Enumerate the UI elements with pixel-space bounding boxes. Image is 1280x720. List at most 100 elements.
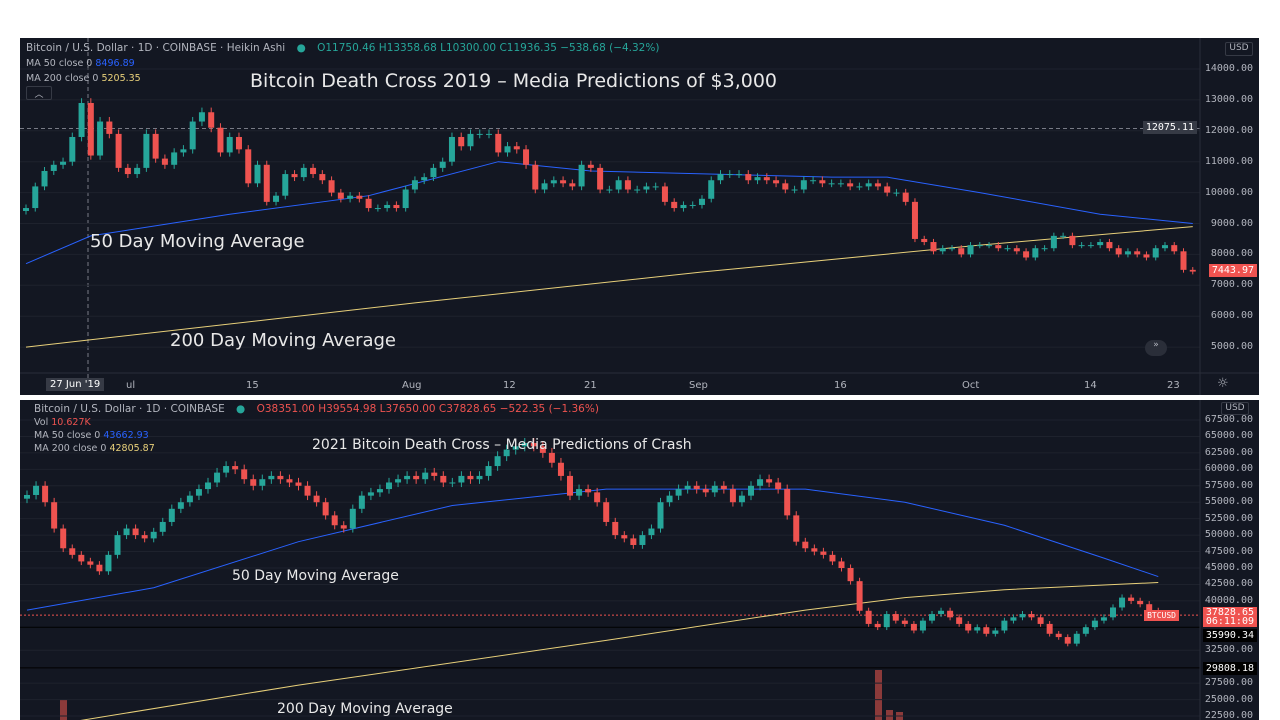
- candle: [374, 208, 381, 210]
- candle: [1134, 251, 1141, 255]
- candle: [189, 121, 196, 150]
- candle: [793, 515, 800, 542]
- candle: [1023, 251, 1030, 258]
- candle: [1161, 245, 1168, 249]
- candle: [717, 174, 724, 181]
- candle: [521, 443, 528, 447]
- ma200-annotation: 200 Day Moving Average: [277, 701, 453, 717]
- y-tick-label: 5000.00: [1210, 341, 1253, 353]
- chart-2021-plot[interactable]: [20, 400, 1259, 720]
- candle: [186, 495, 193, 503]
- y-tick-label: 22500.00: [1204, 710, 1253, 720]
- chart-title: 2021 Bitcoin Death Cross – Media Predict…: [312, 437, 692, 453]
- ma200-legend[interactable]: MA 200 close 0 42805.87: [34, 443, 155, 454]
- y-tick-label: 14000.00: [1204, 63, 1253, 74]
- chart-2019[interactable]: Bitcoin / U.S. Dollar · 1D · COINBASE · …: [20, 38, 1259, 395]
- candle: [177, 502, 184, 509]
- collapse-legend-button[interactable]: ︿: [26, 86, 52, 100]
- candle: [1087, 245, 1094, 247]
- candle: [837, 183, 844, 185]
- candle: [404, 475, 411, 480]
- candle: [597, 167, 604, 190]
- candle: [422, 472, 429, 480]
- candle: [773, 180, 780, 184]
- y-tick-label: 13000.00: [1204, 93, 1253, 105]
- candle: [974, 627, 981, 631]
- candle: [295, 482, 302, 486]
- ma200-line: [80, 581, 1159, 720]
- candle: [729, 489, 736, 503]
- bar-countdown: 06:11:09: [1205, 616, 1254, 627]
- x-tick-label: 21: [584, 380, 597, 391]
- candle: [232, 466, 239, 470]
- candle: [661, 186, 668, 202]
- candle: [938, 610, 945, 615]
- candle: [1082, 627, 1089, 634]
- x-tick-label: Oct: [962, 380, 980, 391]
- candle: [1064, 637, 1071, 644]
- candle: [939, 248, 946, 252]
- candle: [319, 174, 326, 181]
- symbol-tag: BTCUSD: [1144, 610, 1179, 621]
- y-tick-label: 11000.00: [1204, 155, 1253, 167]
- y-tick-label: 67500.00: [1204, 414, 1253, 425]
- candle: [1143, 254, 1150, 258]
- candle: [648, 528, 655, 536]
- candle: [141, 535, 148, 539]
- candle: [254, 164, 261, 184]
- crosshair-price-label: 12075.11: [1142, 121, 1197, 134]
- candle: [708, 180, 715, 199]
- settings-gear-icon[interactable]: ☼: [1217, 376, 1229, 391]
- candle: [322, 502, 329, 516]
- candle: [411, 180, 418, 190]
- candle: [395, 479, 402, 483]
- candle: [1110, 607, 1116, 618]
- candle: [263, 164, 270, 202]
- y-tick-label: 6000.00: [1210, 310, 1253, 322]
- candle: [1010, 617, 1017, 621]
- candle: [198, 112, 205, 122]
- candle: [32, 186, 39, 209]
- candle: [268, 475, 275, 480]
- y-tick-label: 42500.00: [1204, 578, 1253, 590]
- candle: [782, 183, 789, 190]
- candle: [965, 623, 972, 631]
- candle: [512, 446, 519, 450]
- candle: [893, 192, 900, 194]
- candle: [820, 551, 827, 555]
- candle: [458, 136, 465, 147]
- candle: [33, 485, 40, 495]
- candle: [282, 174, 289, 196]
- candle: [476, 133, 483, 135]
- y-tick-label: 40000.00: [1204, 594, 1253, 606]
- candle: [698, 198, 705, 205]
- candle: [657, 502, 664, 529]
- market-status-icon: ●: [296, 42, 306, 54]
- ma50-legend[interactable]: MA 50 close 0 8496.89: [26, 58, 135, 69]
- candle: [340, 525, 347, 529]
- candle: [250, 479, 257, 486]
- volume-legend[interactable]: Vol 10.627K: [34, 417, 91, 428]
- chart-2019-plot[interactable]: [20, 38, 1259, 395]
- candle: [208, 112, 215, 128]
- candle: [757, 479, 764, 486]
- candle: [78, 554, 85, 562]
- candle: [328, 180, 335, 193]
- scroll-to-realtime-button[interactable]: »: [1145, 340, 1167, 356]
- ma200-legend[interactable]: MA 200 close 0 5205.35: [26, 73, 141, 84]
- candle: [921, 238, 928, 243]
- ma50-legend[interactable]: MA 50 close 0 43662.93: [34, 430, 149, 441]
- candle: [995, 245, 1002, 249]
- last-price-label: 7443.97: [1208, 264, 1257, 277]
- candle: [214, 472, 221, 483]
- chart-2021[interactable]: Bitcoin / U.S. Dollar · 1D · COINBASE ● …: [20, 400, 1259, 720]
- y-tick-label: 45000.00: [1204, 562, 1253, 573]
- candle: [919, 620, 926, 631]
- candle: [1091, 620, 1098, 628]
- candle: [1097, 242, 1104, 246]
- currency-button[interactable]: USD: [1225, 42, 1253, 56]
- symbol-header: Bitcoin / U.S. Dollar · 1D · COINBASE · …: [26, 42, 659, 54]
- candle: [578, 164, 585, 187]
- candle: [532, 164, 539, 190]
- currency-button[interactable]: USD: [1221, 402, 1249, 415]
